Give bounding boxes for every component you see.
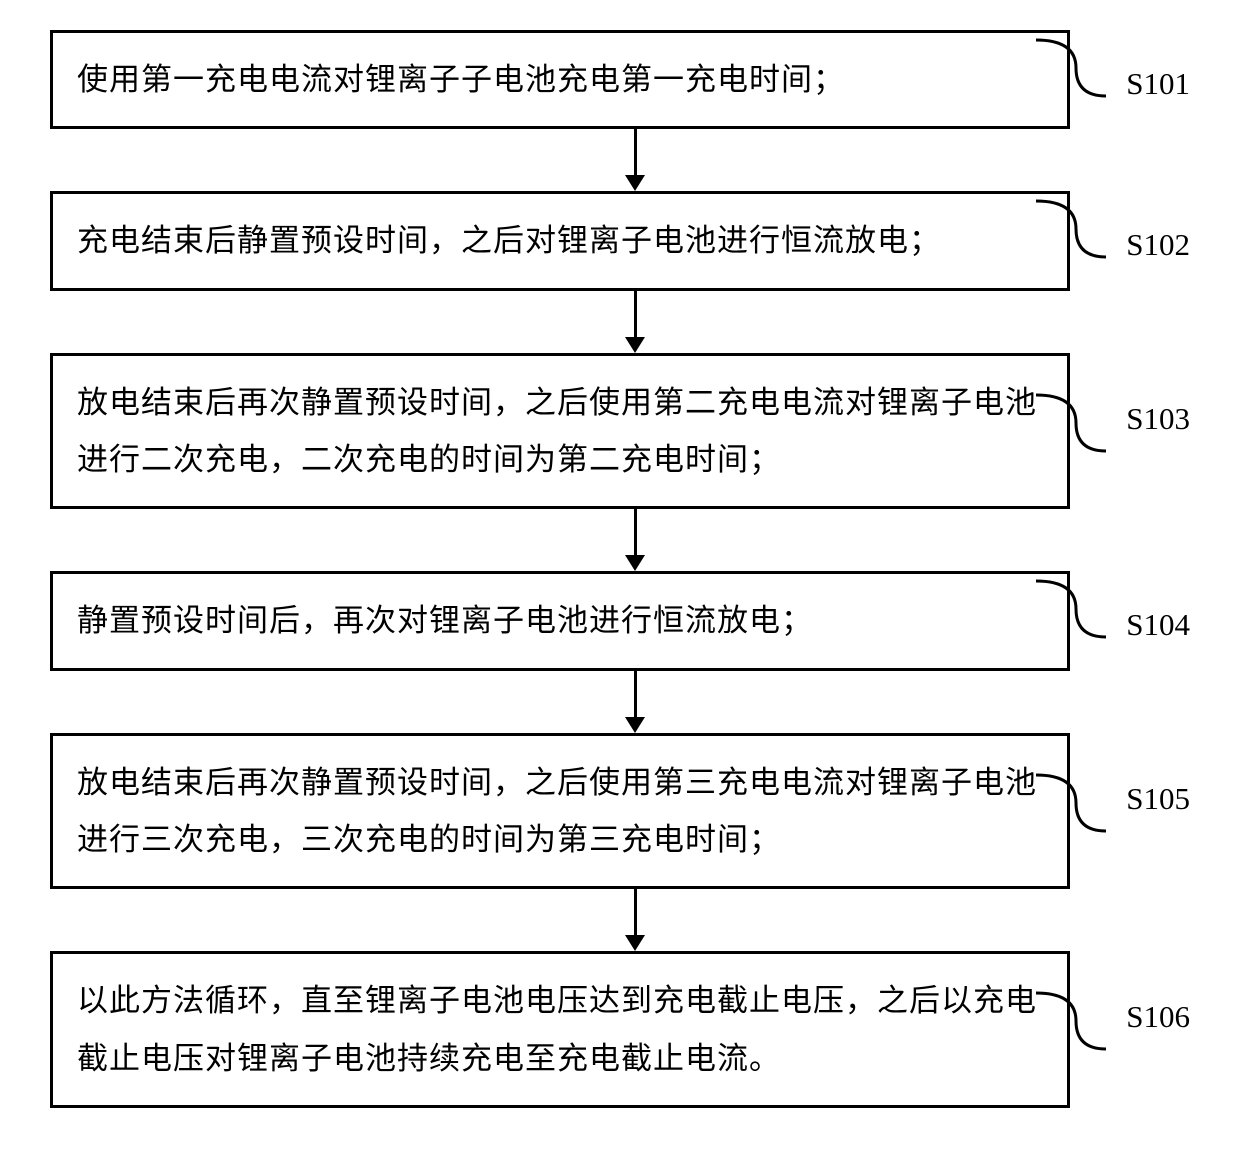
arrow-line (634, 671, 637, 719)
arrow-head-icon (625, 175, 645, 191)
arrow-s104-s105 (125, 671, 1145, 733)
arrow-s105-s106 (125, 889, 1145, 951)
step-label-s103: S103 (1126, 401, 1190, 437)
arrow-line (634, 889, 637, 937)
step-text-s103: 放电结束后再次静置预设时间，之后使用第二充电电流对锂离子电池进行二次充电，二次充… (77, 374, 1043, 489)
arrow-s101-s102 (125, 129, 1145, 191)
bracket-icon (1036, 199, 1108, 261)
step-box-s102: 充电结束后静置预设时间，之后对锂离子电池进行恒流放电； (50, 191, 1070, 290)
step-label-s102: S102 (1126, 227, 1190, 263)
bracket-icon (1036, 38, 1108, 100)
bracket-icon (1036, 393, 1108, 455)
step-label-s101: S101 (1126, 66, 1190, 102)
arrow-head-icon (625, 717, 645, 733)
step-box-s103: 放电结束后再次静置预设时间，之后使用第二充电电流对锂离子电池进行二次充电，二次充… (50, 353, 1070, 510)
step-row-s105: 放电结束后再次静置预设时间，之后使用第三充电电流对锂离子电池进行三次充电，三次充… (20, 733, 1220, 890)
step-label-s106: S106 (1126, 999, 1190, 1035)
step-text-s102: 充电结束后静置预设时间，之后对锂离子电池进行恒流放电； (77, 212, 941, 269)
arrow-s103-s104 (125, 509, 1145, 571)
step-label-s105: S105 (1126, 781, 1190, 817)
step-text-s101: 使用第一充电电流对锂离子子电池充电第一充电时间； (77, 51, 845, 108)
bracket-icon (1036, 773, 1108, 835)
step-box-s101: 使用第一充电电流对锂离子子电池充电第一充电时间； (50, 30, 1070, 129)
step-label-s104: S104 (1126, 607, 1190, 643)
step-row-s103: 放电结束后再次静置预设时间，之后使用第二充电电流对锂离子电池进行二次充电，二次充… (20, 353, 1220, 510)
step-box-s104: 静置预设时间后，再次对锂离子电池进行恒流放电； (50, 571, 1070, 670)
step-row-s102: 充电结束后静置预设时间，之后对锂离子电池进行恒流放电； S102 (20, 191, 1220, 290)
bracket-icon (1036, 991, 1108, 1053)
step-box-s106: 以此方法循环，直至锂离子电池电压达到充电截止电压，之后以充电截止电压对锂离子电池… (50, 951, 1070, 1108)
step-row-s106: 以此方法循环，直至锂离子电池电压达到充电截止电压，之后以充电截止电压对锂离子电池… (20, 951, 1220, 1108)
step-box-s105: 放电结束后再次静置预设时间，之后使用第三充电电流对锂离子电池进行三次充电，三次充… (50, 733, 1070, 890)
flowchart-container: 使用第一充电电流对锂离子子电池充电第一充电时间； S101 充电结束后静置预设时… (20, 30, 1220, 1108)
arrow-line (634, 129, 637, 177)
step-row-s101: 使用第一充电电流对锂离子子电池充电第一充电时间； S101 (20, 30, 1220, 129)
arrow-line (634, 291, 637, 339)
arrow-head-icon (625, 555, 645, 571)
arrow-s102-s103 (125, 291, 1145, 353)
step-text-s104: 静置预设时间后，再次对锂离子电池进行恒流放电； (77, 592, 813, 649)
step-text-s106: 以此方法循环，直至锂离子电池电压达到充电截止电压，之后以充电截止电压对锂离子电池… (77, 972, 1043, 1087)
step-text-s105: 放电结束后再次静置预设时间，之后使用第三充电电流对锂离子电池进行三次充电，三次充… (77, 754, 1043, 869)
arrow-head-icon (625, 337, 645, 353)
arrow-line (634, 509, 637, 557)
arrow-head-icon (625, 935, 645, 951)
bracket-icon (1036, 579, 1108, 641)
step-row-s104: 静置预设时间后，再次对锂离子电池进行恒流放电； S104 (20, 571, 1220, 670)
